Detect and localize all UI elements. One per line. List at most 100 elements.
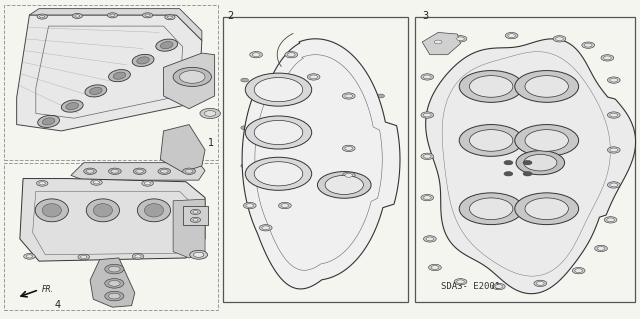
Polygon shape	[20, 179, 205, 261]
Circle shape	[72, 13, 83, 19]
Ellipse shape	[35, 199, 68, 222]
Circle shape	[179, 70, 205, 83]
Circle shape	[454, 36, 467, 42]
Ellipse shape	[85, 85, 107, 97]
Circle shape	[132, 254, 144, 259]
Circle shape	[254, 121, 303, 145]
Circle shape	[190, 217, 200, 222]
Circle shape	[26, 255, 33, 258]
Circle shape	[143, 13, 153, 18]
Circle shape	[377, 94, 385, 98]
Circle shape	[454, 278, 467, 285]
Polygon shape	[164, 53, 214, 109]
Circle shape	[108, 168, 121, 174]
Circle shape	[105, 278, 124, 288]
Circle shape	[158, 168, 171, 174]
Circle shape	[345, 146, 353, 150]
Text: 3: 3	[422, 11, 428, 21]
Circle shape	[607, 112, 620, 118]
Circle shape	[460, 193, 523, 225]
Circle shape	[105, 291, 124, 301]
Circle shape	[204, 111, 216, 116]
Circle shape	[432, 39, 445, 45]
Circle shape	[185, 169, 193, 173]
Circle shape	[515, 124, 579, 156]
Circle shape	[241, 126, 248, 130]
Circle shape	[252, 53, 260, 56]
Circle shape	[245, 157, 312, 190]
Text: SDA3- E2001: SDA3- E2001	[440, 282, 500, 291]
Circle shape	[556, 37, 563, 41]
Circle shape	[515, 193, 579, 225]
Circle shape	[536, 281, 544, 285]
Circle shape	[421, 153, 434, 160]
Circle shape	[241, 164, 248, 168]
Ellipse shape	[137, 57, 149, 64]
Circle shape	[421, 195, 434, 201]
Circle shape	[457, 280, 465, 284]
Ellipse shape	[138, 199, 171, 222]
Circle shape	[610, 78, 618, 82]
Circle shape	[424, 75, 431, 79]
Circle shape	[133, 168, 146, 174]
Circle shape	[190, 209, 200, 214]
Circle shape	[342, 145, 355, 152]
Polygon shape	[29, 9, 202, 41]
Polygon shape	[90, 258, 135, 307]
Bar	[4, 163, 218, 310]
Circle shape	[424, 196, 431, 199]
Bar	[223, 17, 408, 302]
Circle shape	[495, 285, 502, 288]
Circle shape	[40, 15, 45, 18]
Circle shape	[145, 14, 150, 17]
Polygon shape	[17, 15, 202, 131]
Circle shape	[189, 250, 207, 259]
Circle shape	[307, 74, 320, 80]
Circle shape	[84, 168, 97, 174]
Circle shape	[109, 293, 120, 299]
Circle shape	[604, 56, 611, 60]
Circle shape	[469, 130, 513, 151]
Circle shape	[161, 169, 168, 173]
Circle shape	[607, 182, 620, 188]
Text: 4: 4	[55, 300, 61, 310]
Circle shape	[515, 70, 579, 102]
Circle shape	[136, 169, 143, 173]
Circle shape	[516, 151, 564, 175]
Circle shape	[424, 154, 431, 158]
Circle shape	[607, 147, 620, 153]
Circle shape	[200, 108, 220, 119]
Circle shape	[173, 67, 211, 86]
Ellipse shape	[132, 54, 154, 66]
Ellipse shape	[38, 115, 60, 128]
Circle shape	[245, 116, 312, 149]
Circle shape	[469, 76, 513, 97]
Circle shape	[523, 160, 532, 165]
Circle shape	[421, 74, 434, 80]
Circle shape	[492, 283, 505, 290]
Circle shape	[572, 268, 585, 274]
Circle shape	[36, 181, 48, 186]
Circle shape	[534, 280, 547, 286]
Circle shape	[575, 269, 582, 272]
Circle shape	[610, 183, 618, 187]
Text: FR.: FR.	[42, 285, 54, 294]
Circle shape	[584, 43, 592, 47]
Circle shape	[182, 168, 195, 174]
Circle shape	[504, 160, 513, 165]
Circle shape	[582, 42, 595, 48]
Circle shape	[91, 180, 102, 185]
Circle shape	[285, 51, 298, 58]
Circle shape	[142, 181, 154, 186]
Ellipse shape	[90, 87, 102, 94]
Ellipse shape	[109, 70, 131, 82]
Circle shape	[426, 237, 434, 241]
Circle shape	[524, 154, 557, 171]
Ellipse shape	[113, 72, 125, 79]
Circle shape	[37, 14, 47, 19]
Circle shape	[262, 226, 269, 230]
Circle shape	[377, 138, 385, 142]
Circle shape	[505, 33, 518, 39]
Circle shape	[424, 113, 431, 117]
Ellipse shape	[42, 204, 61, 217]
